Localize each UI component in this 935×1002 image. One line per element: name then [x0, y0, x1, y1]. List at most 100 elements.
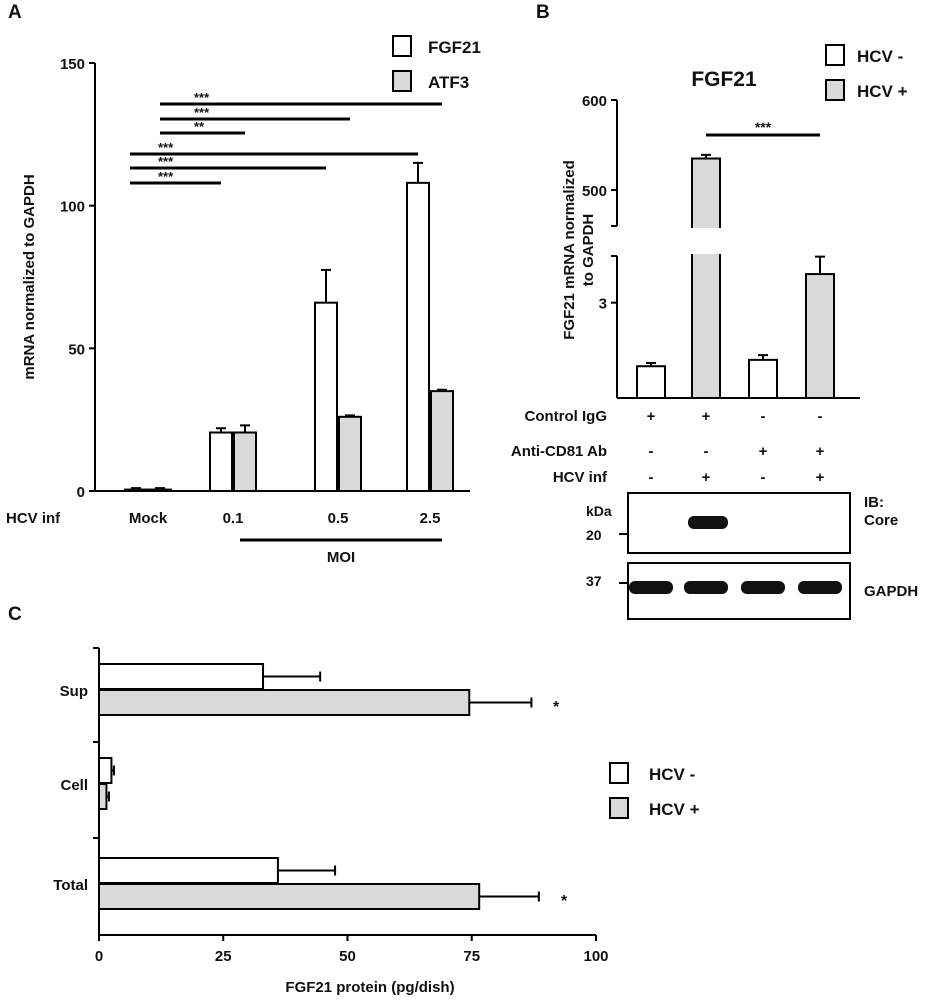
legend-swatch-fgf21 [392, 35, 412, 57]
legend-label: ATF3 [428, 73, 469, 92]
error-bar [815, 255, 825, 275]
bar-hcv-plus-cell [98, 783, 108, 810]
legend-label: HCV + [649, 800, 700, 819]
x-tick-label: 75 [463, 948, 480, 965]
x-tick-label: 100 [583, 948, 608, 965]
bar-3 [748, 358, 778, 400]
error-bar [469, 697, 533, 708]
significance-label: *** [158, 169, 174, 184]
blot-band-gapdh [741, 581, 785, 594]
bar-break-gap [688, 228, 724, 254]
error-bar [479, 891, 540, 902]
error-bar [111, 765, 115, 776]
y-tick-label: 3 [599, 296, 607, 313]
y-tick-label: Cell [60, 777, 88, 794]
significance-label: * [561, 893, 568, 910]
x-tick-label: 0.5 [328, 510, 349, 527]
error-bar [321, 268, 331, 303]
x-tick-label: Mock [129, 510, 168, 527]
panel-c-chart: 0 25 50 75 100 FGF21 protein (pg/dish) Sup * Cel… [53, 647, 700, 996]
error-bar [345, 414, 355, 417]
bar-atf3-0 [148, 488, 172, 493]
y-tick-label: Total [53, 877, 88, 894]
x-tick-label: 0.1 [223, 510, 244, 527]
condition-value: - [649, 443, 654, 460]
panel-b-label: B [536, 2, 550, 23]
bar-2 [691, 157, 721, 399]
error-bar [216, 427, 226, 433]
moi-group-label: MOI [327, 549, 355, 566]
error-bar [155, 487, 165, 490]
blot-band-gapdh [798, 581, 842, 594]
blot-core [627, 492, 851, 554]
error-bar [758, 354, 768, 360]
condition-label: HCV inf [553, 469, 608, 486]
legend-swatch-hcv-minus [609, 762, 629, 784]
y-tick-label: 50 [68, 341, 85, 358]
bar-atf3-1 [233, 431, 257, 492]
error-bar [240, 424, 250, 433]
significance-label: *** [755, 119, 772, 135]
panel-a-label: A [8, 2, 22, 23]
significance-label: *** [158, 154, 174, 169]
y-axis-label-line: to GAPDH [580, 214, 597, 287]
x-tick-label: 0 [95, 948, 103, 965]
panel-b-chart: 3 500 600 FGF21 mRNA normalized to GAPDH *** H… [511, 44, 918, 620]
y-tick-label: Sup [60, 683, 88, 700]
marker-label: 20 [586, 527, 602, 543]
condition-label: Anti-CD81 Ab [511, 443, 607, 460]
blot-gapdh-label: GAPDH [864, 583, 918, 600]
error-bar [646, 362, 656, 367]
condition-value: - [704, 443, 709, 460]
blot-band-gapdh [684, 581, 728, 594]
y-axis-label: FGF21 mRNA normalized to GAPDH [561, 160, 597, 339]
condition-value: - [649, 469, 654, 486]
legend-swatch-hcv-plus [609, 797, 629, 819]
x-tick-label: 25 [215, 948, 232, 965]
bar-hcv-minus-cell [98, 757, 113, 784]
legend-swatch-atf3 [392, 70, 412, 92]
condition-value: + [702, 408, 711, 425]
legend-label: HCV - [649, 765, 695, 784]
significance-label: *** [194, 105, 210, 120]
bar-hcv-minus-sup [98, 663, 265, 690]
condition-label: Control IgG [525, 408, 608, 425]
bar-1 [636, 365, 666, 400]
y-axis-label-line: FGF21 mRNA normalized [561, 160, 578, 339]
bar-fgf21-0 [124, 488, 148, 493]
y-tick-label: 100 [60, 199, 85, 216]
marker-label: 37 [586, 573, 602, 589]
blot-core-label-line: IB: [864, 494, 884, 511]
condition-value: + [759, 443, 768, 460]
bar-fgf21-1 [209, 431, 233, 492]
y-tick-label: 0 [77, 484, 85, 501]
legend-swatch-hcv-plus [825, 79, 845, 101]
blot-band-gapdh [629, 581, 673, 594]
bar-hcv-minus-total [98, 857, 279, 884]
condition-value: - [761, 408, 766, 425]
condition-value: + [647, 408, 656, 425]
condition-value: + [702, 469, 711, 486]
y-tick-label: 500 [582, 183, 607, 200]
error-bar [131, 487, 141, 490]
row-label: HCV inf [6, 510, 61, 527]
blot-band-core [688, 516, 728, 529]
x-tick-label: 2.5 [420, 510, 441, 527]
condition-value: + [816, 443, 825, 460]
y-tick-label: 600 [582, 93, 607, 110]
significance-label: *** [194, 90, 210, 105]
y-tick-label: 150 [60, 56, 85, 73]
y-axis-label: mRNA normalized to GAPDH [21, 174, 38, 379]
bar-hcv-plus-sup [98, 689, 471, 716]
blot-core-label: IB: Core [864, 494, 898, 529]
condition-value: - [818, 408, 823, 425]
error-bar [106, 791, 110, 802]
legend-label: HCV - [857, 47, 903, 66]
error-bar [413, 161, 423, 183]
significance-label: *** [158, 140, 174, 155]
bar-atf3-3 [430, 390, 454, 492]
error-bar [701, 153, 711, 159]
condition-value: + [816, 469, 825, 486]
legend-label: FGF21 [428, 38, 481, 57]
